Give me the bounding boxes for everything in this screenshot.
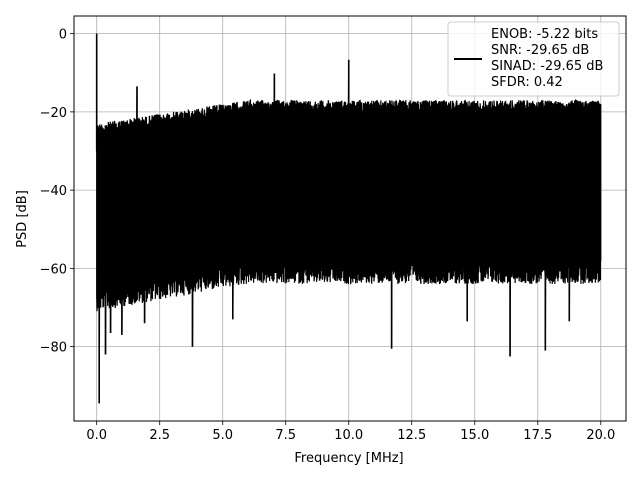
y-tick-label: 0 bbox=[59, 28, 67, 43]
x-tick-label: 2.5 bbox=[149, 428, 170, 443]
x-tick-label: 5.0 bbox=[212, 428, 233, 443]
legend-line-enob: ENOB: -5.22 bits bbox=[491, 27, 598, 42]
x-tick-label: 7.5 bbox=[275, 428, 296, 443]
y-tick-label: −20 bbox=[40, 106, 67, 121]
x-tick-label: 15.0 bbox=[460, 428, 489, 443]
y-axis-ticks: 0 −20 −40 −60 −80 bbox=[40, 28, 74, 356]
legend-line-sfdr: SFDR: 0.42 bbox=[491, 75, 563, 90]
x-tick-label: 20.0 bbox=[586, 428, 615, 443]
legend-line-sinad: SINAD: -29.65 dB bbox=[491, 59, 603, 74]
x-axis-ticks: 0.0 2.5 5.0 7.5 10.0 12.5 15.0 17.5 20.0 bbox=[86, 421, 615, 443]
psd-series-line bbox=[96, 33, 602, 404]
psd-trace bbox=[95, 33, 602, 404]
y-axis-label: PSD [dB] bbox=[15, 190, 30, 248]
legend-line-snr: SNR: -29.65 dB bbox=[491, 43, 589, 58]
y-tick-label: −40 bbox=[40, 184, 67, 199]
x-axis-label: Frequency [MHz] bbox=[294, 451, 403, 466]
x-tick-label: 17.5 bbox=[523, 428, 552, 443]
y-tick-label: −80 bbox=[40, 341, 67, 356]
legend: ENOB: -5.22 bits SNR: -29.65 dB SINAD: -… bbox=[447, 21, 620, 97]
x-tick-label: 10.0 bbox=[334, 428, 363, 443]
x-tick-label: 0.0 bbox=[86, 428, 107, 443]
plot-frame bbox=[73, 15, 627, 422]
y-tick-label: −60 bbox=[40, 262, 67, 277]
legend-box bbox=[447, 21, 620, 97]
x-tick-label: 12.5 bbox=[397, 428, 426, 443]
